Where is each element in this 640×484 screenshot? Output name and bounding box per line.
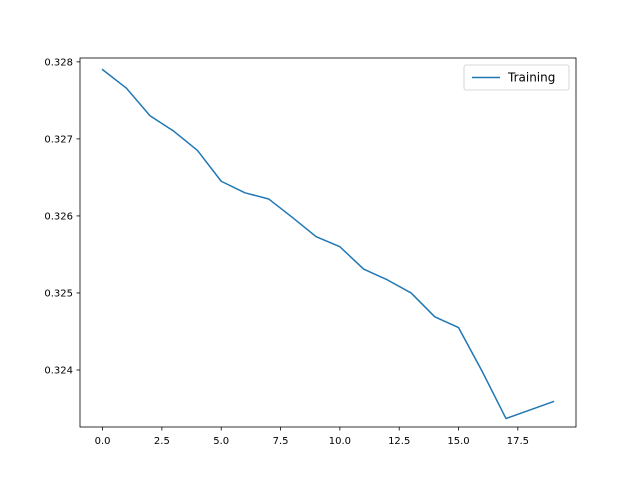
legend-label: Training: [507, 71, 555, 85]
y-tick-label: 0.324: [44, 366, 73, 377]
legend: Training: [463, 64, 570, 91]
x-tick-label: 7.5: [273, 436, 289, 447]
x-tick-label: 10.0: [329, 436, 351, 447]
x-tick-label: 15.0: [447, 436, 469, 447]
y-axis: 0.324 0.325 0.326 0.327 0.328: [44, 57, 80, 377]
x-tick-label: 2.5: [154, 436, 170, 447]
x-tick-label: 5.0: [213, 436, 229, 447]
series-line-training: [101, 68, 555, 420]
y-tick-label: 0.326: [44, 212, 73, 223]
plot-area-frame: [79, 57, 577, 428]
legend-box: [463, 64, 570, 91]
y-tick-label: 0.327: [44, 134, 73, 145]
x-tick-label: 12.5: [388, 436, 410, 447]
y-tick-label: 0.325: [44, 289, 73, 300]
x-tick-label: 17.5: [507, 436, 529, 447]
series-layer: [101, 68, 555, 420]
y-tick-label: 0.328: [44, 57, 73, 68]
x-axis: 0.0 2.5 5.0 7.5 10.0 12.5 15.0 17.5: [95, 427, 529, 447]
x-tick-label: 0.0: [95, 436, 111, 447]
